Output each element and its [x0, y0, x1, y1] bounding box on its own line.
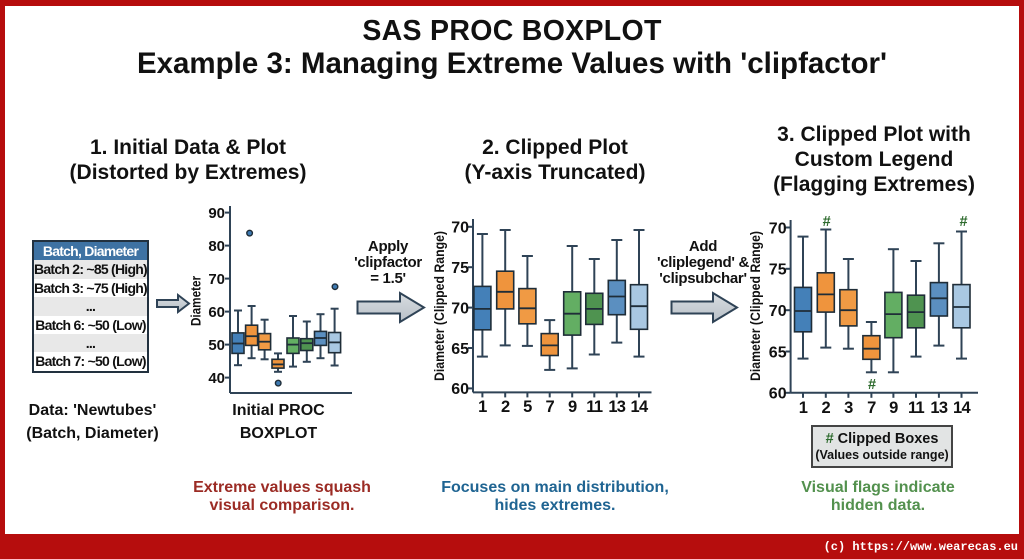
svg-text:60: 60: [208, 304, 225, 321]
svg-text:60: 60: [451, 381, 469, 398]
svg-text:9: 9: [568, 398, 577, 416]
svg-text:#: #: [960, 214, 968, 230]
svg-text:5: 5: [523, 398, 532, 416]
svg-text:14: 14: [953, 399, 971, 417]
svg-text:7: 7: [545, 398, 554, 416]
svg-text:50: 50: [208, 337, 225, 354]
svg-text:70: 70: [451, 220, 469, 237]
svg-text:1: 1: [478, 398, 487, 416]
svg-text:Diameter (Clipped Range): Diameter (Clipped Range): [431, 231, 447, 381]
svg-text:Diameter (Clipped Range): Diameter (Clipped Range): [747, 231, 763, 381]
svg-text:1: 1: [799, 399, 808, 417]
svg-text:#: #: [823, 214, 831, 230]
svg-text:60: 60: [769, 386, 787, 403]
svg-text:11: 11: [586, 398, 603, 416]
svg-text:7: 7: [867, 399, 876, 417]
svg-text:75: 75: [769, 262, 787, 279]
svg-text:#: #: [868, 377, 876, 393]
svg-text:40: 40: [208, 370, 225, 387]
svg-text:11: 11: [908, 399, 925, 417]
svg-text:75: 75: [451, 260, 469, 277]
svg-text:65: 65: [451, 341, 469, 358]
svg-text:2: 2: [822, 399, 831, 417]
svg-text:70: 70: [451, 300, 469, 317]
svg-text:65: 65: [769, 344, 787, 361]
svg-text:70: 70: [769, 220, 787, 237]
svg-text:Diameter: Diameter: [188, 276, 204, 326]
svg-text:70: 70: [769, 303, 787, 320]
svg-text:80: 80: [208, 238, 225, 255]
svg-text:14: 14: [631, 398, 649, 416]
svg-text:90: 90: [208, 205, 225, 222]
svg-text:13: 13: [608, 398, 625, 416]
svg-text:70: 70: [208, 271, 225, 288]
svg-text:3: 3: [844, 399, 853, 417]
svg-text:13: 13: [930, 399, 947, 417]
svg-text:9: 9: [889, 399, 898, 417]
svg-text:2: 2: [501, 398, 510, 416]
